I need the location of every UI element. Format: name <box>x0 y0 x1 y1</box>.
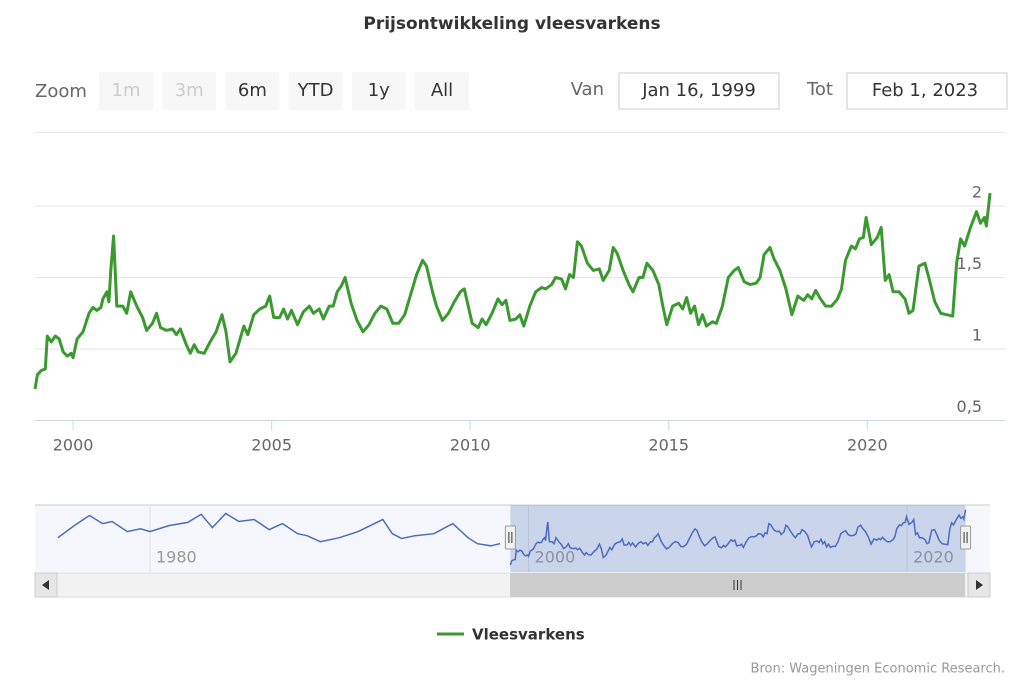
y-tick-label: 0,5 <box>957 397 982 416</box>
x-tick-label: 2010 <box>450 436 491 455</box>
to-label: Tot <box>806 79 833 100</box>
series-line <box>33 192 992 390</box>
legend-label[interactable]: Vleesvarkens <box>472 626 585 644</box>
x-tick-label: 2020 <box>847 436 888 455</box>
from-label: Van <box>571 79 604 100</box>
x-tick-label: 2005 <box>251 436 292 455</box>
navigator-handle[interactable] <box>504 525 516 550</box>
navigator-line <box>57 512 501 547</box>
navigator-handle[interactable] <box>960 525 972 550</box>
to-value: Feb 1, 2023 <box>872 80 978 101</box>
zoom-label: Zoom <box>35 81 87 102</box>
plot: 0,5 1 1,5 2 2000 2005 2010 2015 2020 <box>33 183 1005 455</box>
range-button-label: 6m <box>238 80 267 101</box>
navigator-line <box>509 509 967 566</box>
navigator-mask <box>510 505 966 572</box>
arrow-right <box>976 580 983 590</box>
range-button[interactable] <box>162 72 217 110</box>
range-button-label: YTD <box>297 80 334 101</box>
y-tick-label: 2 <box>972 183 982 202</box>
range-button[interactable] <box>225 72 280 110</box>
range-button[interactable] <box>351 72 406 110</box>
handle-grip <box>963 532 968 543</box>
navigator-tick-label: 2000 <box>535 548 576 567</box>
range-button[interactable] <box>99 72 153 110</box>
to-input[interactable] <box>846 72 1008 110</box>
range-button[interactable] <box>415 72 469 110</box>
x-tick-label: 2015 <box>648 436 689 455</box>
range-buttons: 1m 3m 6m YTD 1y All <box>99 72 469 110</box>
from-input[interactable] <box>618 72 780 110</box>
navigator: 1980 2000 2020 <box>57 505 972 572</box>
range-button-label: All <box>431 80 453 101</box>
navigator-tick-label: 2020 <box>913 548 954 567</box>
y-tick-label: 1,5 <box>957 254 982 273</box>
range-button[interactable] <box>288 72 343 110</box>
x-tick-label: 2000 <box>53 436 94 455</box>
handle-grip <box>508 532 513 543</box>
range-button-label: 1m <box>112 80 141 101</box>
thumb-grip <box>733 580 742 590</box>
y-tick-label: 1 <box>972 326 982 345</box>
range-button-label: 1y <box>368 80 390 101</box>
from-value: Jan 16, 1999 <box>641 80 756 101</box>
credits: Bron: Wageningen Economic Research. <box>751 662 1005 677</box>
arrow-left <box>42 580 49 590</box>
chart-title: Prijsontwikkeling vleesvarkens <box>363 14 660 34</box>
navigator-tick-label: 1980 <box>156 548 197 567</box>
range-button-label: 3m <box>175 80 204 101</box>
